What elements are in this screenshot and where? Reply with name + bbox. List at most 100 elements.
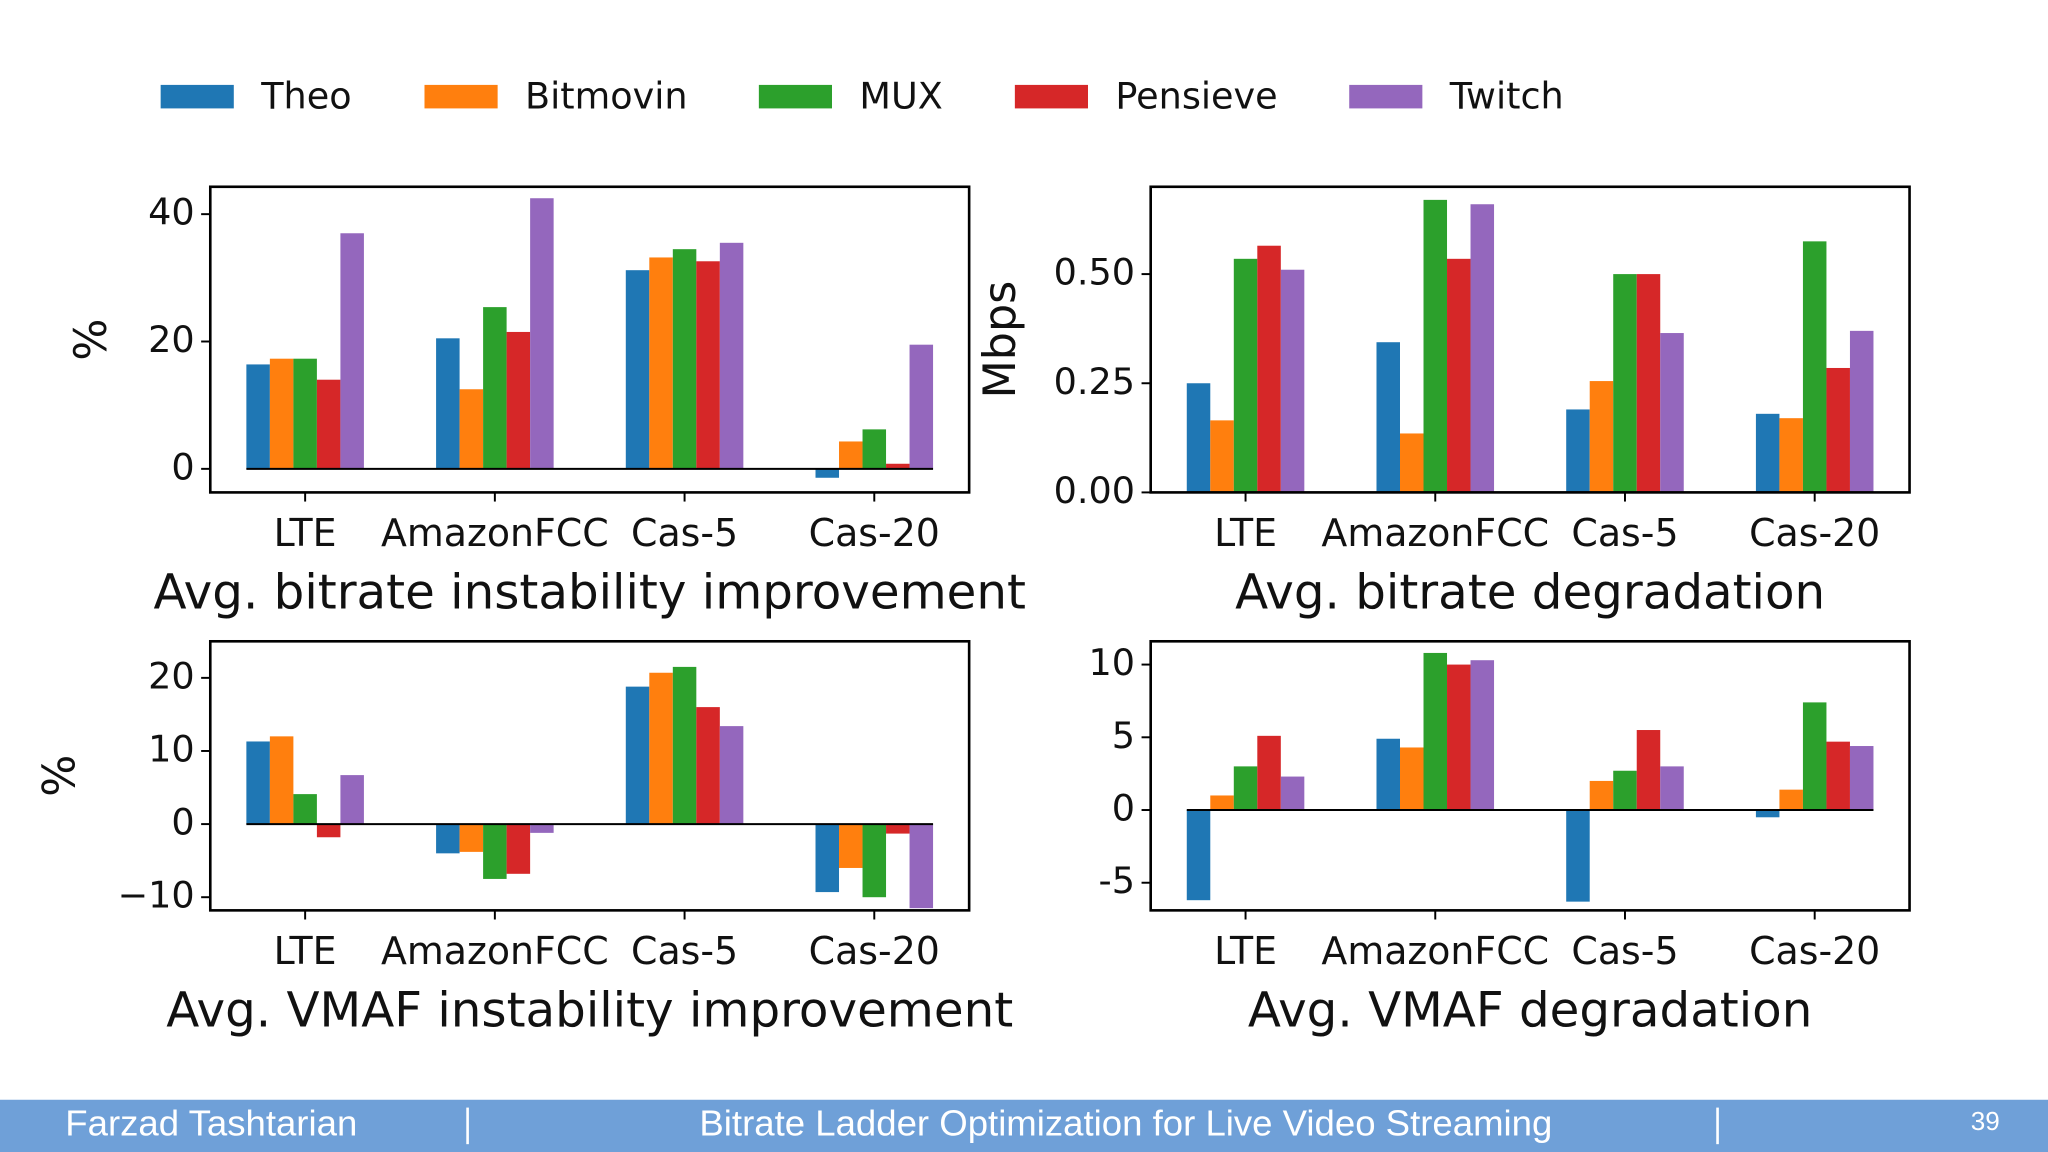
- legend-swatch: [1349, 84, 1423, 109]
- bar: [436, 338, 460, 469]
- legend-swatch: [1014, 84, 1088, 109]
- legend-label: Pensieve: [1115, 74, 1277, 117]
- bar: [293, 358, 317, 469]
- y-axis-title: %: [66, 318, 117, 360]
- y-tick-label: 20: [148, 654, 195, 697]
- bar: [672, 249, 697, 469]
- bar: [1186, 810, 1211, 901]
- y-tick-label: 0: [171, 801, 194, 844]
- footer-title: Bitrate Ladder Optimization for Live Vid…: [699, 1103, 1552, 1144]
- bar: [1233, 258, 1258, 493]
- bar: [1755, 413, 1780, 493]
- bar: [1376, 738, 1400, 811]
- bar: [1447, 258, 1471, 493]
- bar: [696, 261, 720, 469]
- bar: [1755, 810, 1780, 818]
- bar: [483, 824, 507, 879]
- bar: [1210, 420, 1234, 493]
- bar: [1849, 746, 1874, 811]
- bar: [1423, 199, 1448, 493]
- page-number: 39: [1971, 1106, 2000, 1136]
- legend-label: Twitch: [1449, 74, 1564, 117]
- bar: [530, 198, 554, 469]
- bar: [839, 441, 863, 469]
- legend-label: Theo: [260, 74, 351, 117]
- bar: [1423, 652, 1448, 811]
- bar: [506, 331, 531, 469]
- bar: [649, 672, 673, 825]
- bar: [719, 726, 744, 825]
- x-tick-label: Cas-5: [1571, 929, 1678, 973]
- y-tick-label: 5: [1112, 714, 1135, 757]
- bar: [246, 364, 270, 469]
- bar: [483, 307, 507, 469]
- bar: [1257, 245, 1281, 493]
- x-tick-label: Cas-20: [809, 929, 940, 973]
- x-tick-label: Cas-5: [1571, 511, 1678, 555]
- y-tick-label: 10: [1088, 641, 1135, 684]
- bar: [815, 468, 840, 478]
- bar: [625, 686, 650, 825]
- y-tick-label: −10: [117, 874, 194, 917]
- bar: [1566, 409, 1590, 493]
- y-tick-label: 0: [1112, 787, 1135, 830]
- y-tick-label: 0.00: [1054, 469, 1135, 512]
- bar: [459, 824, 484, 852]
- x-tick-label: Cas-20: [809, 511, 940, 555]
- x-axis-title: Avg. VMAF degradation: [1248, 983, 1812, 1039]
- bar: [1400, 433, 1424, 493]
- bar: [1447, 664, 1471, 811]
- x-tick-label: Cas-5: [631, 929, 738, 973]
- x-axis-title: Avg. bitrate degradation: [1235, 565, 1825, 621]
- bar: [1613, 770, 1637, 811]
- legend-label: MUX: [859, 74, 942, 117]
- bar: [1636, 730, 1661, 811]
- bar: [1280, 269, 1305, 493]
- bar: [886, 824, 910, 834]
- bar: [719, 242, 744, 469]
- bar: [1779, 789, 1803, 811]
- legend-label: Bitmovin: [525, 74, 688, 117]
- bar: [293, 794, 317, 825]
- x-tick-label: LTE: [274, 929, 337, 973]
- bar: [625, 270, 650, 469]
- bar: [436, 824, 460, 854]
- legend-swatch: [424, 84, 498, 109]
- bar: [696, 707, 720, 825]
- bar: [1613, 274, 1637, 493]
- bar: [862, 824, 887, 898]
- y-tick-label: 10: [148, 727, 195, 770]
- y-tick-label: 0.25: [1054, 360, 1135, 403]
- bar: [1779, 418, 1803, 493]
- plot-frame: [1149, 185, 1911, 494]
- bar: [862, 429, 887, 469]
- x-tick-label: AmazonFCC: [381, 929, 609, 973]
- bar: [649, 257, 673, 469]
- x-tick-label: LTE: [1214, 511, 1277, 555]
- bar: [1186, 383, 1211, 493]
- x-tick-label: LTE: [274, 511, 337, 555]
- bar: [1660, 333, 1684, 493]
- plot-frame: [208, 185, 971, 494]
- bar: [269, 358, 294, 469]
- plot-frame: [1149, 640, 1911, 912]
- x-tick-label: AmazonFCC: [1321, 511, 1549, 555]
- bar: [1849, 330, 1874, 493]
- bar: [1280, 776, 1305, 811]
- bar: [1826, 741, 1850, 811]
- bar: [1376, 342, 1400, 493]
- bar: [530, 824, 554, 833]
- bar: [1589, 381, 1614, 493]
- x-tick-label: Cas-20: [1749, 511, 1880, 555]
- x-tick-label: AmazonFCC: [381, 511, 609, 555]
- bar: [909, 824, 934, 909]
- x-axis-title: Avg. VMAF instability improvement: [166, 983, 1013, 1039]
- bar: [1802, 702, 1827, 811]
- bar: [506, 824, 531, 874]
- x-axis-title: Avg. bitrate instability improvement: [153, 565, 1025, 621]
- bar: [459, 389, 484, 469]
- y-tick-label: -5: [1099, 859, 1135, 902]
- x-tick-label: Cas-20: [1749, 929, 1880, 973]
- bar: [1210, 795, 1234, 811]
